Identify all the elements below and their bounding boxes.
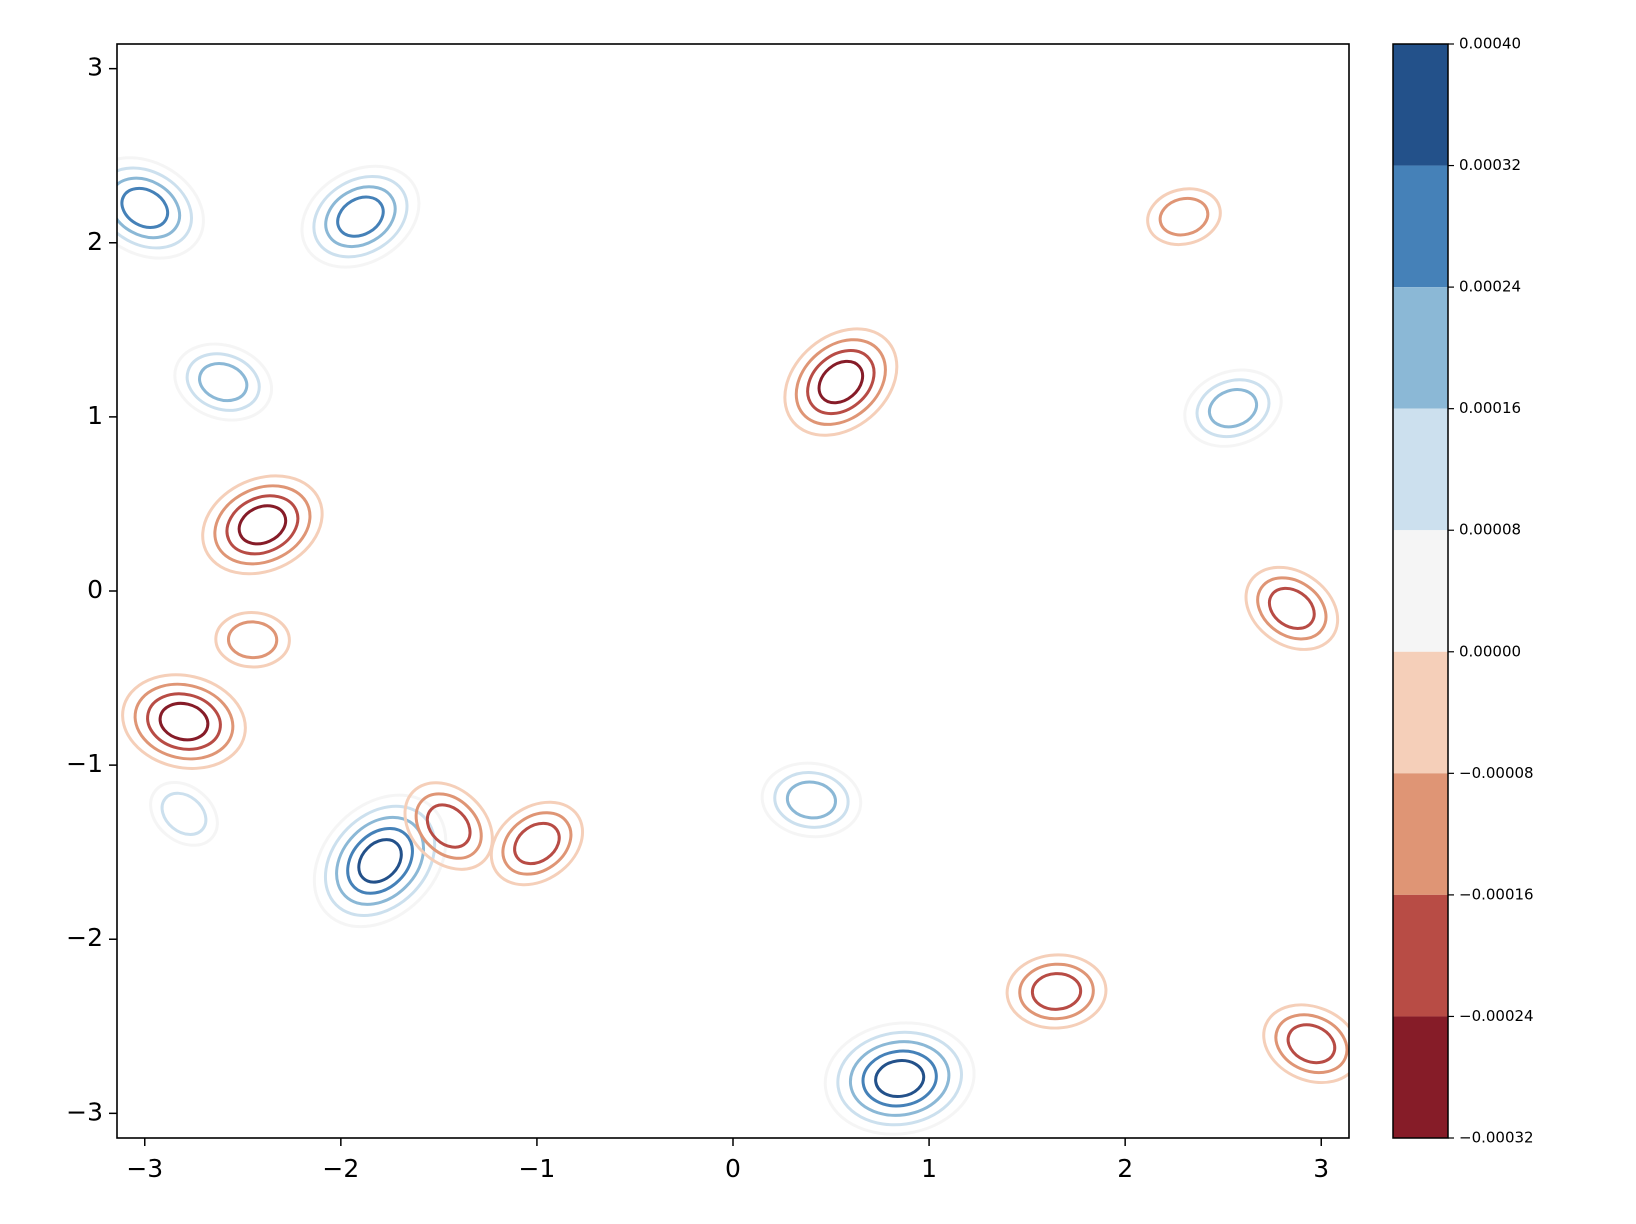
contour-ring <box>201 474 324 576</box>
contour-ring <box>146 692 222 751</box>
contour-ring <box>1256 576 1328 641</box>
colorbar-tick-label: −0.00032 <box>1459 1129 1534 1147</box>
y-tick-label: 3 <box>87 53 103 82</box>
contour-ring <box>1262 1003 1349 1084</box>
y-tick-label: −3 <box>66 1097 103 1126</box>
y-tick-label: −1 <box>66 749 103 778</box>
contour-ring <box>312 793 448 929</box>
contour-ring <box>335 815 426 906</box>
contour-ring <box>836 1030 963 1127</box>
contour-ring <box>1207 388 1259 429</box>
colorbar-band <box>1393 530 1448 652</box>
contour-ring <box>1244 565 1340 651</box>
colorbar-tick-label: 0.00008 <box>1459 521 1521 539</box>
colorbar-band <box>1393 1016 1448 1138</box>
contour-ring <box>823 1021 976 1136</box>
colorbar-band <box>1393 44 1448 166</box>
contour-ring <box>117 166 194 250</box>
contour-ring <box>1030 972 1083 1011</box>
contour-ring <box>848 1040 951 1117</box>
contour-ring <box>874 1059 926 1099</box>
x-tick-label: 2 <box>1117 1154 1133 1183</box>
contour-ring <box>794 338 887 426</box>
colorbar-tick-label: 0.00032 <box>1459 156 1521 174</box>
x-tick-label: 0 <box>725 1154 741 1183</box>
contour-ring <box>357 838 403 884</box>
contour-ring <box>1195 378 1271 439</box>
contour-ring <box>773 771 850 829</box>
contour-ring <box>1286 1023 1337 1065</box>
contour-ring <box>300 164 421 269</box>
colorbar-band <box>1393 165 1448 288</box>
x-tick-label: −3 <box>126 1154 163 1183</box>
x-tick-label: −1 <box>518 1154 555 1183</box>
contour-field <box>117 156 1349 1136</box>
x-tick-label: −2 <box>322 1154 359 1183</box>
contour-ring <box>237 504 288 546</box>
y-tick-label: −2 <box>66 923 103 952</box>
contour-ring <box>1274 1013 1349 1075</box>
contour-ring <box>1158 196 1210 237</box>
colorbar-band <box>1393 651 1448 774</box>
colorbar-tick-label: 0.00000 <box>1459 642 1521 660</box>
contour-ring <box>117 176 182 240</box>
contour-ring <box>414 792 483 860</box>
contour-ring <box>133 682 235 761</box>
contour-ring <box>323 804 437 917</box>
contour-ring <box>1183 368 1283 448</box>
contour-ring <box>158 701 210 742</box>
x-tick-label: 1 <box>921 1154 937 1183</box>
contour-ring <box>198 362 249 403</box>
contour-ring <box>312 174 409 259</box>
colorbar-tick-label: 0.00040 <box>1459 35 1521 53</box>
contour-ring <box>149 781 219 847</box>
colorbar-tick-label: 0.00024 <box>1459 278 1521 296</box>
contour-ring <box>213 484 312 566</box>
contour-ring <box>117 156 205 260</box>
contour-ring <box>783 327 899 437</box>
contour-ring <box>225 494 300 556</box>
contour-ring <box>226 620 279 660</box>
contour-ring <box>173 342 274 422</box>
colorbar-band <box>1393 287 1448 409</box>
y-tick-label: 2 <box>87 227 103 256</box>
colorbar-tick-label: −0.00024 <box>1459 1007 1534 1025</box>
contour-ring <box>324 185 397 249</box>
contour-ring <box>760 761 863 839</box>
colorbar-tick-label: −0.00008 <box>1459 764 1534 782</box>
contour-ring <box>160 791 208 836</box>
contour-ring <box>403 781 494 871</box>
colorbar-band <box>1393 408 1448 531</box>
contour-ring <box>785 780 837 820</box>
y-tick-label: 0 <box>87 575 103 604</box>
contour-ring <box>489 800 585 887</box>
y-tick-label: 1 <box>87 401 103 430</box>
contour-ring <box>120 186 170 229</box>
contour-ring <box>1146 187 1222 247</box>
contour-ring <box>806 349 876 416</box>
contour-ring <box>513 821 561 866</box>
contour-ring <box>346 827 414 895</box>
contour-ring <box>185 352 261 412</box>
contour-ring <box>817 359 865 405</box>
colorbar-tick-label: 0.00016 <box>1459 399 1521 417</box>
contour-ring <box>336 195 385 238</box>
contour-ring <box>1267 586 1316 630</box>
contour-ring <box>214 611 291 669</box>
colorbar-frame <box>1392 43 1449 1139</box>
contour-ring <box>425 803 472 849</box>
contour-ring <box>501 811 573 876</box>
colorbar-band <box>1393 773 1448 895</box>
contour-ring <box>1005 953 1108 1030</box>
contour-ring <box>121 673 247 770</box>
contour-ring <box>1018 962 1095 1021</box>
colorbar-band <box>1393 894 1448 1017</box>
colorbar-tick-label: −0.00016 <box>1459 885 1534 903</box>
x-tick-label: 3 <box>1313 1154 1329 1183</box>
contour-ring <box>861 1049 938 1108</box>
colorbar: 0.00040 0.00032 0.00024 0.00016 0.00008 0.000… <box>1392 35 1534 1147</box>
